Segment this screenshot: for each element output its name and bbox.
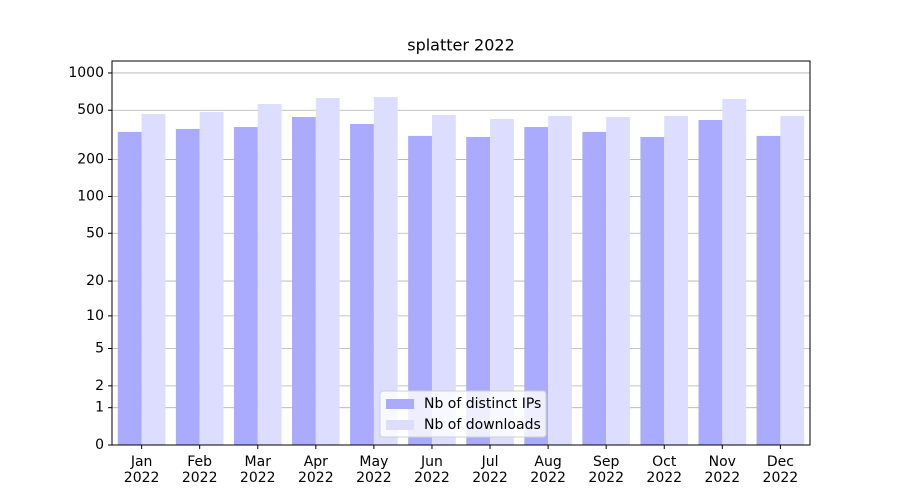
bar: [117, 131, 142, 445]
bar: [606, 116, 630, 445]
bar: [257, 104, 282, 445]
bar: [292, 116, 316, 445]
y-tick-label: 100: [77, 188, 104, 204]
legend-swatch: [386, 420, 414, 430]
legend-label: Nb of distinct IPs: [424, 396, 541, 412]
y-tick-label: 50: [86, 225, 104, 241]
x-tick-label: Aug 2022: [530, 454, 566, 486]
axes-frame: [111, 60, 811, 446]
bar: [548, 115, 572, 445]
x-tick-label: Feb 2022: [181, 454, 218, 486]
bar: [582, 131, 607, 445]
x-tick-label: Jun 2022: [414, 454, 450, 486]
bars: [117, 96, 805, 446]
x-tick-label: Oct 2022: [646, 454, 683, 486]
legend-swatch: [386, 399, 414, 409]
x-tick-label: Dec 2022: [762, 454, 799, 486]
x-tick-label: Jul 2022: [472, 454, 508, 486]
bar: [350, 123, 374, 445]
y-tick-label: 2: [95, 378, 104, 394]
y-tick-label: 200: [77, 151, 104, 167]
x-tick-label: Apr 2022: [297, 454, 334, 486]
y-tick-label: 0: [95, 437, 104, 453]
legend-box: [379, 390, 547, 438]
bar: [141, 114, 166, 445]
bar: [315, 97, 340, 445]
bar: [756, 135, 781, 446]
y-tick-label: 10: [86, 308, 104, 324]
x-tick-label: Sep 2022: [588, 454, 624, 486]
chart-title: splatter 2022: [407, 36, 515, 55]
bar: [664, 115, 689, 445]
grid: [112, 72, 810, 446]
y-tick-label: 5: [95, 341, 104, 357]
legend-label: Nb of downloads: [424, 417, 541, 433]
bar: [199, 111, 224, 445]
bar: [466, 136, 491, 445]
x-tick-label: Nov 2022: [704, 454, 741, 486]
bar: [698, 119, 723, 445]
bar: [640, 136, 665, 445]
bar: [490, 118, 514, 446]
y-tick-label: 500: [77, 102, 104, 118]
bar: [431, 114, 456, 445]
bar: [408, 135, 432, 446]
bar: [722, 98, 747, 445]
x-tick-label: Mar 2022: [239, 454, 276, 486]
y-tick-label: 1: [95, 400, 104, 416]
y-tick-label: 20: [86, 273, 104, 289]
bar: [780, 115, 805, 445]
x-tick-label: Jan 2022: [123, 454, 160, 486]
x-tick-label: May 2022: [356, 454, 392, 486]
y-tick-label: 1000: [68, 65, 104, 81]
bar: [373, 96, 398, 445]
bar: [175, 128, 200, 446]
bar: [233, 126, 258, 445]
bar: [524, 126, 549, 445]
